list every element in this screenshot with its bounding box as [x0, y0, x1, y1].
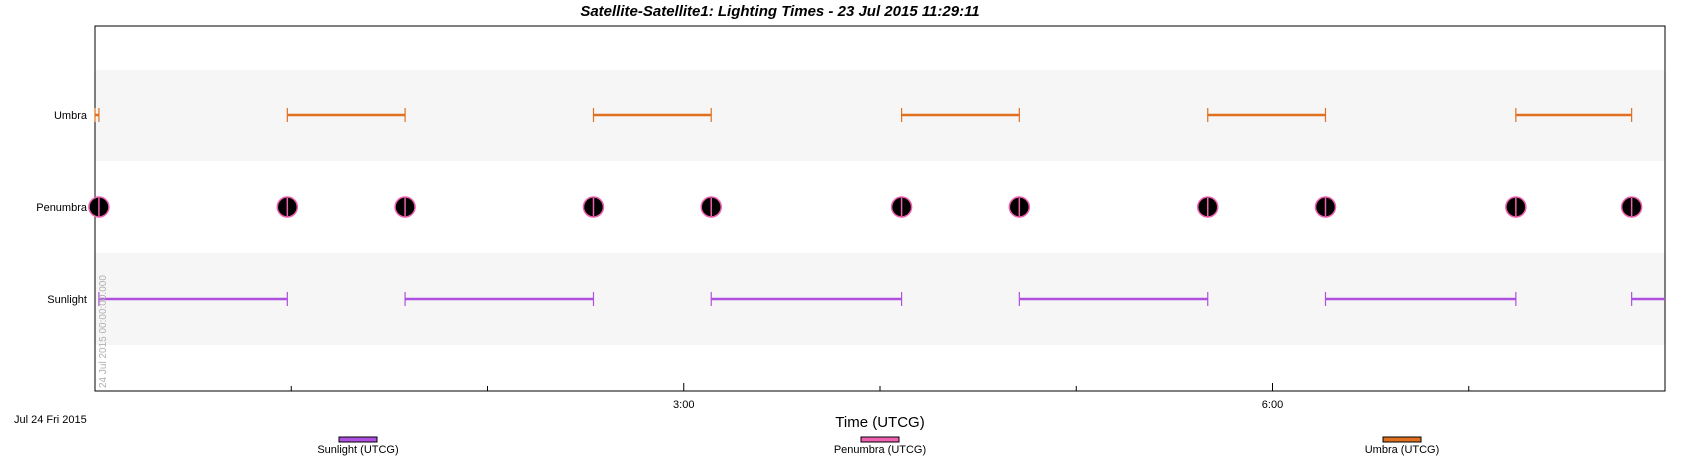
row-band [95, 161, 1665, 253]
legend: Umbra (UTCG) Penumbra (UTCG) Sunlight (UTC… [317, 436, 1440, 456]
legend-label-penumbra: Penumbra (UTCG) [834, 444, 926, 456]
legend-swatch-sunlight [338, 436, 378, 443]
x-tick-label: 6:00 [1262, 399, 1283, 411]
y-label-penumbra: Penumbra [36, 202, 88, 214]
chart-title: Satellite-Satellite1: Lighting Times - 2… [580, 3, 979, 20]
vertical-start-stamp: 24 Jul 2015 00:00:00.000 [98, 275, 109, 388]
legend-label-sunlight: Sunlight (UTCG) [317, 444, 398, 456]
row-bands [95, 26, 1665, 391]
series-layer [88, 108, 1665, 306]
legend-swatch-umbra [1382, 436, 1422, 443]
legend-label-umbra: Umbra (UTCG) [1365, 444, 1440, 456]
start-date-label: Jul 24 Fri 2015 [14, 414, 87, 426]
row-band [95, 345, 1665, 391]
y-label-sunlight: Sunlight [47, 294, 87, 306]
x-tick-label: 3:00 [673, 399, 694, 411]
x-axis: 3:00 6:00 [290, 383, 1470, 411]
y-axis-labels: Umbra Penumbra Sunlight [36, 110, 88, 306]
row-band [95, 26, 1665, 70]
y-label-umbra: Umbra [54, 110, 88, 122]
legend-swatch-penumbra [860, 436, 900, 443]
x-axis-title: Time (UTCG) [835, 414, 924, 431]
